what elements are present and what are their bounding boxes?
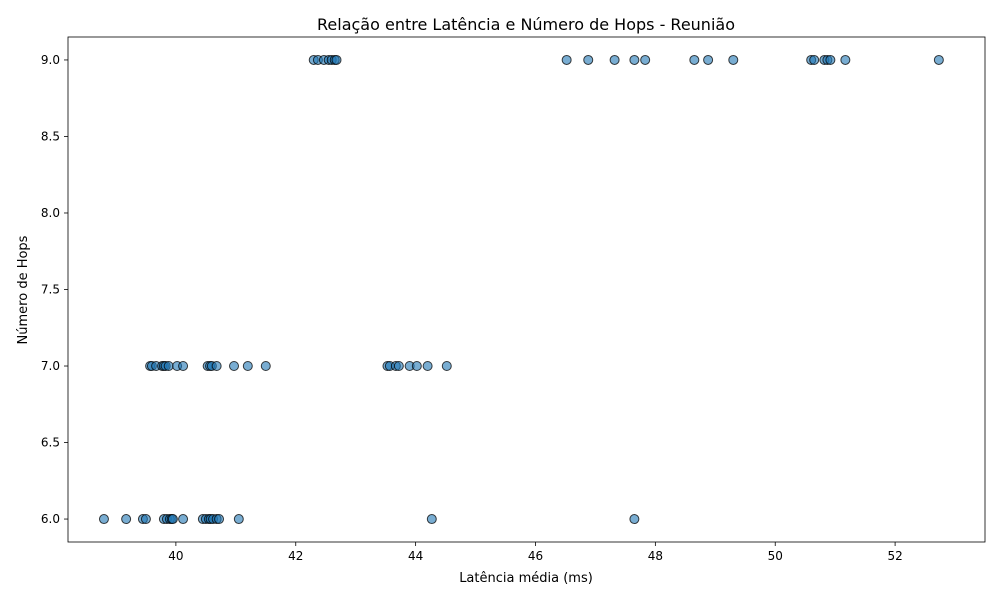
data-point bbox=[422, 361, 433, 372]
data-point bbox=[178, 514, 189, 525]
y-axis: 6.0 6.5 7.0 7.5 8.0 8.5 9.0 bbox=[41, 53, 68, 526]
data-points bbox=[98, 54, 944, 525]
plot-frame bbox=[67, 36, 986, 543]
y-tick-label: 7.0 bbox=[41, 359, 60, 373]
y-tick-label: 6.5 bbox=[41, 436, 60, 450]
data-point bbox=[411, 361, 422, 372]
data-point bbox=[441, 361, 452, 372]
data-point bbox=[98, 514, 109, 525]
data-point bbox=[331, 54, 342, 65]
x-tick-label: 52 bbox=[887, 549, 902, 563]
data-point bbox=[825, 54, 836, 65]
data-point bbox=[229, 361, 240, 372]
data-point bbox=[703, 54, 714, 65]
data-point bbox=[561, 54, 572, 65]
data-point bbox=[933, 54, 944, 65]
data-point bbox=[167, 514, 178, 525]
data-point bbox=[140, 514, 151, 525]
y-tick-label: 8.0 bbox=[41, 206, 60, 220]
data-point bbox=[393, 361, 404, 372]
data-point bbox=[609, 54, 620, 65]
data-point bbox=[242, 361, 253, 372]
y-tick-label: 7.5 bbox=[41, 283, 60, 297]
data-point bbox=[426, 514, 437, 525]
x-tick-label: 42 bbox=[288, 549, 303, 563]
y-axis-title: Número de Hops bbox=[16, 235, 31, 344]
y-tick-label: 9.0 bbox=[41, 53, 60, 67]
data-point bbox=[233, 514, 244, 525]
data-point bbox=[583, 54, 594, 65]
x-axis: 40 42 44 46 48 50 52 bbox=[168, 542, 903, 563]
chart-title: Relação entre Latência e Número de Hops … bbox=[317, 15, 735, 34]
data-point bbox=[840, 54, 851, 65]
y-tick-label: 8.5 bbox=[41, 129, 60, 143]
data-point bbox=[121, 514, 132, 525]
data-point bbox=[629, 514, 640, 525]
data-point bbox=[689, 54, 700, 65]
x-axis-title: Latência média (ms) bbox=[459, 571, 593, 586]
data-point bbox=[629, 54, 640, 65]
x-tick-label: 48 bbox=[648, 549, 663, 563]
data-point bbox=[178, 361, 189, 372]
y-tick-label: 6.0 bbox=[41, 512, 60, 526]
data-point bbox=[211, 361, 222, 372]
x-tick-label: 40 bbox=[168, 549, 183, 563]
data-point bbox=[809, 54, 820, 65]
data-point bbox=[214, 514, 225, 525]
x-tick-label: 50 bbox=[768, 549, 783, 563]
data-point bbox=[163, 361, 174, 372]
data-point bbox=[640, 54, 651, 65]
data-point bbox=[728, 54, 739, 65]
x-tick-label: 46 bbox=[528, 549, 543, 563]
data-point bbox=[260, 361, 271, 372]
x-tick-label: 44 bbox=[408, 549, 423, 563]
